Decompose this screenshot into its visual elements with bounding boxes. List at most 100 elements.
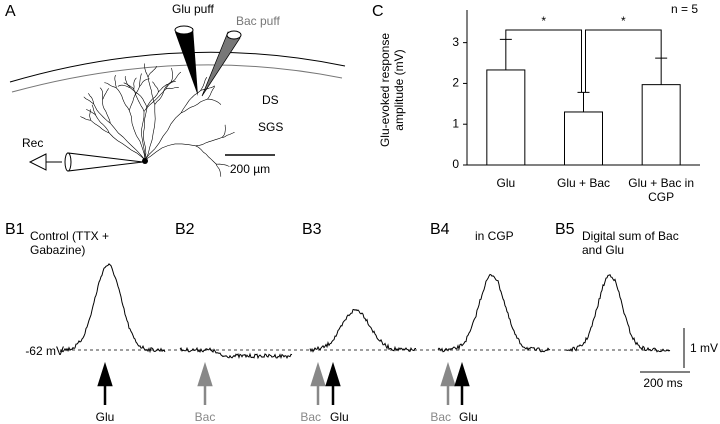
arrow-label: Glu [459, 410, 478, 424]
bar [641, 84, 681, 166]
dendrite [110, 123, 146, 161]
rec-pipette-end [64, 152, 72, 172]
bac-pipette [201, 31, 241, 97]
dendrite [200, 85, 215, 91]
dendrite [133, 77, 137, 90]
dendrite [117, 84, 131, 89]
dendrite [139, 78, 150, 87]
arrow-label: Bac [430, 410, 451, 424]
dendrite [102, 99, 111, 124]
surface [9, 51, 346, 83]
dendrite [144, 143, 196, 161]
annotation: n = 5 [671, 2, 698, 16]
panel-label: B3 [302, 221, 322, 238]
bar [564, 111, 603, 166]
dendrite [216, 163, 230, 167]
dendrite [90, 120, 110, 134]
error-bar [577, 91, 590, 112]
panel-title: Control (TTX + Gabazine) [30, 229, 110, 257]
label: Rec [22, 136, 43, 150]
dendrite [180, 90, 201, 114]
dendrite [99, 87, 104, 100]
x-tick-label: Glu + Bac in CGP [628, 176, 694, 204]
rec-pipette [67, 152, 144, 172]
glu-pipette-end [174, 25, 194, 35]
y-tick-label: 0 [452, 157, 459, 171]
dendrite [116, 87, 130, 111]
scale-label: 200 ms [643, 376, 682, 390]
dendrite [207, 98, 222, 105]
dendrite [170, 71, 182, 83]
trace [309, 308, 416, 353]
dendrite [200, 77, 208, 91]
panel-label: B5 [555, 221, 575, 238]
scale-label: 200 µm [230, 162, 270, 176]
dendrite [130, 87, 148, 108]
error-bar [655, 57, 668, 85]
dendrite [207, 86, 215, 100]
arrow-label: Glu [330, 410, 349, 424]
bar [486, 69, 526, 166]
panel-title: in CGP [475, 229, 514, 243]
dendrite [154, 81, 172, 105]
dendrite [91, 104, 96, 116]
trace [565, 273, 671, 353]
dendrite [123, 82, 135, 90]
dendrite [152, 81, 159, 93]
dendrite [144, 104, 156, 161]
dendrite [129, 110, 146, 161]
panel-title: Digital sum of Bac and Glu [582, 229, 679, 257]
dendrite [102, 88, 109, 100]
dendrite [144, 63, 149, 78]
dendrite [133, 89, 145, 112]
layer-boundary [11, 64, 343, 93]
arrow [310, 361, 326, 405]
rec-arrow [28, 153, 62, 171]
dendrite [142, 107, 148, 161]
arrow [325, 361, 341, 405]
y-tick-label: 3 [452, 35, 459, 49]
label: Bac puff [236, 14, 280, 28]
arrow [97, 361, 113, 405]
dendrite [144, 112, 182, 161]
bac-pipette-end [226, 30, 242, 40]
y-tick-label: 1 [452, 116, 459, 130]
y-tick-label: 2 [452, 76, 459, 90]
dendrite [221, 124, 226, 138]
dendrite [147, 65, 158, 78]
arrow-label: Bac [195, 410, 216, 424]
dendrite [104, 82, 117, 89]
dendrite [83, 96, 95, 105]
dendrite [93, 104, 111, 124]
trace [179, 346, 293, 360]
y-axis-label: Glu-evoked response amplitude (mV) [378, 32, 406, 148]
panel-label: B1 [5, 221, 25, 238]
panel-label: A [5, 3, 16, 20]
arrow-label: Bac [300, 410, 321, 424]
dendrite [124, 76, 131, 89]
soma [142, 158, 148, 164]
panel-label: C [372, 3, 384, 20]
dendrite [86, 108, 96, 116]
panel-label: B4 [430, 221, 450, 238]
dendrite [129, 86, 140, 111]
trace [437, 273, 551, 353]
dendrite [195, 137, 222, 147]
dendrite [108, 132, 146, 161]
label: SGS [258, 120, 283, 134]
arrow-label: Glu [96, 410, 115, 424]
trace [59, 263, 166, 354]
dendrite [165, 81, 176, 90]
dendrite [158, 83, 168, 93]
arrow [197, 361, 213, 405]
dendrite [195, 145, 217, 165]
arrow [440, 361, 456, 405]
panel-a: A Glu puff Bac puff DS SGS Rec 200 µm [5, 2, 346, 177]
glu-pipette [175, 28, 198, 96]
bracket [505, 29, 582, 93]
dendrite [146, 88, 167, 108]
dendrite [180, 98, 208, 114]
bracket [585, 29, 662, 93]
